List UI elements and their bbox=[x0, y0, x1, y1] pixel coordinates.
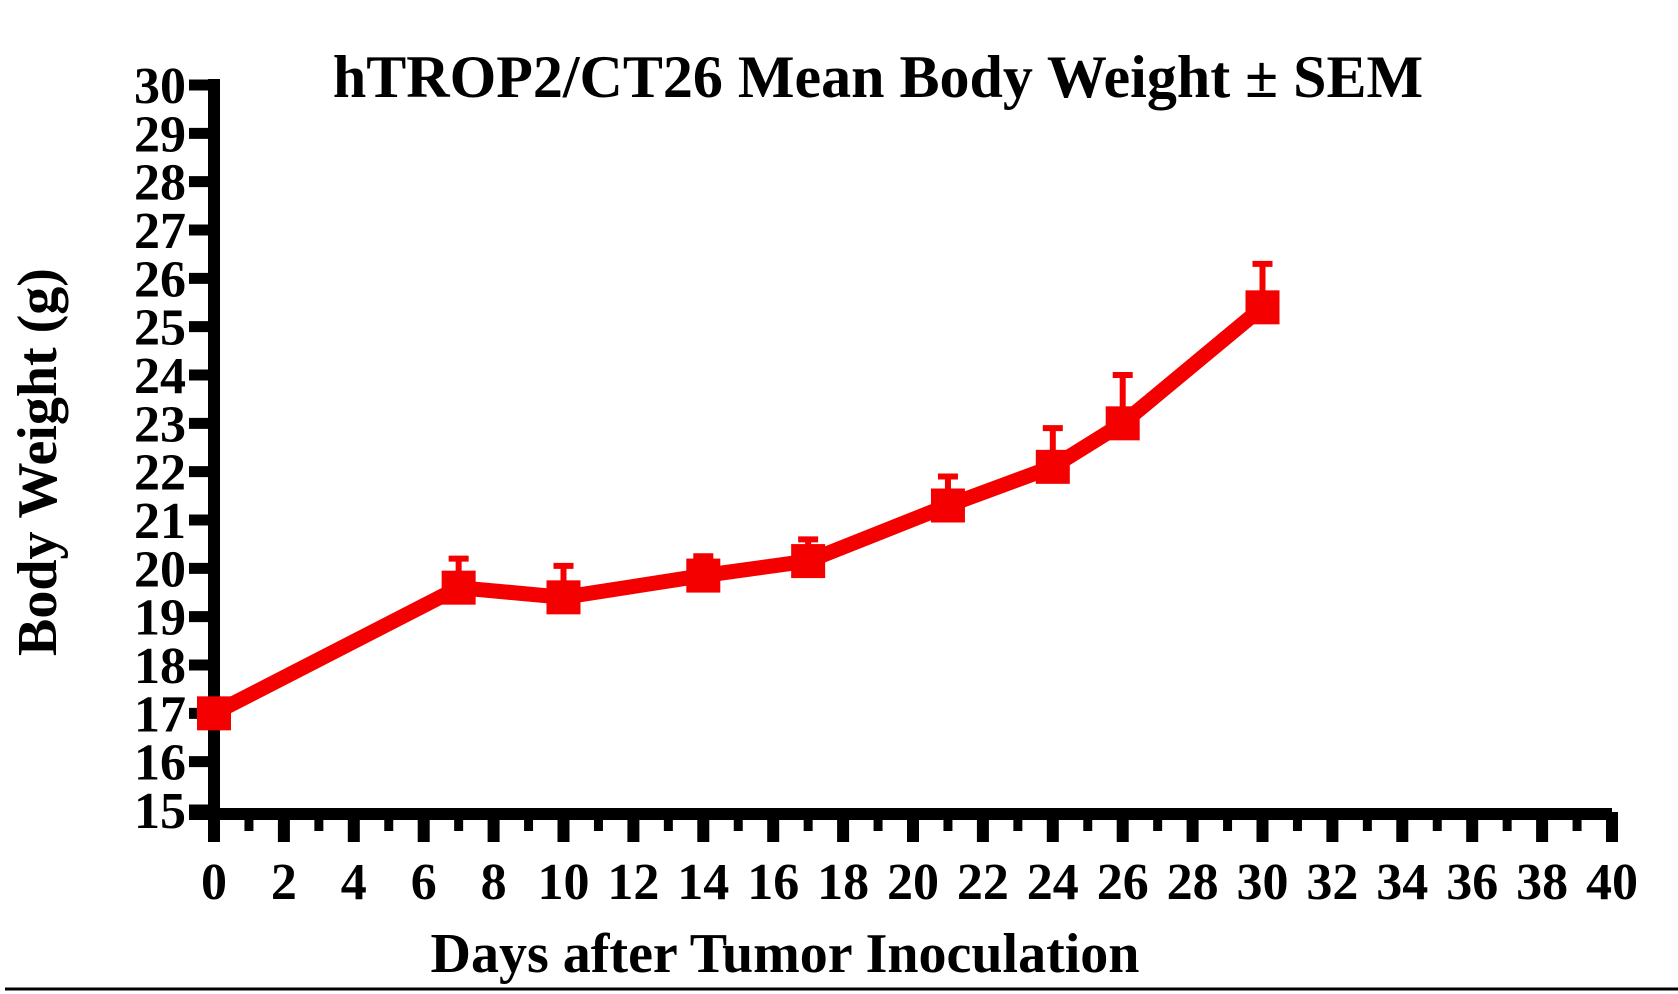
x-axis: 0 2 4 6 8 10 12 14 16 18 20 22 24 26 28 30 32 34 36 38 40 bbox=[189, 808, 1638, 911]
series-line bbox=[210, 301, 1268, 721]
data-point-marker bbox=[197, 696, 231, 731]
data-point-marker bbox=[1245, 290, 1280, 325]
x-tick-label: 12 bbox=[607, 854, 659, 911]
y-tick-label: 20 bbox=[134, 541, 186, 598]
y-tick-label: 19 bbox=[134, 590, 186, 647]
y-tick-label: 16 bbox=[134, 735, 186, 792]
y-tick-label: 21 bbox=[134, 493, 186, 550]
y-axis-label: Body Weight (g) bbox=[7, 268, 69, 656]
x-tick-label: 6 bbox=[411, 854, 437, 911]
x-tick-label: 20 bbox=[887, 854, 939, 911]
x-tick-label: 18 bbox=[817, 854, 869, 911]
x-tick-label: 22 bbox=[957, 854, 1009, 911]
data-point-marker bbox=[1105, 406, 1140, 441]
data-point-marker bbox=[1035, 449, 1070, 484]
x-tick-label: 38 bbox=[1516, 854, 1568, 911]
x-tick-label: 32 bbox=[1306, 854, 1358, 911]
x-tick-label: 40 bbox=[1586, 854, 1638, 911]
y-tick-label: 29 bbox=[134, 106, 186, 163]
data-point-marker bbox=[930, 488, 965, 523]
y-tick-label: 24 bbox=[134, 348, 186, 405]
x-tick-label: 30 bbox=[1237, 854, 1289, 911]
series-body-weight bbox=[197, 260, 1280, 731]
data-point-marker bbox=[791, 544, 826, 579]
x-tick-label: 16 bbox=[747, 854, 799, 911]
x-tick-label: 28 bbox=[1167, 854, 1219, 911]
x-tick-label: 34 bbox=[1376, 854, 1428, 911]
x-tick-label: 2 bbox=[271, 854, 297, 911]
data-point-marker bbox=[686, 558, 721, 593]
x-tick-label: 14 bbox=[677, 854, 729, 911]
x-axis-label: Days after Tumor Inoculation bbox=[431, 923, 1140, 985]
y-tick-label: 30 bbox=[134, 58, 186, 115]
y-tick-label: 23 bbox=[134, 396, 186, 453]
x-tick-label: 24 bbox=[1027, 854, 1079, 911]
x-tick-label: 4 bbox=[341, 854, 367, 911]
x-tick-label: 0 bbox=[201, 854, 227, 911]
y-tick-label: 27 bbox=[134, 203, 186, 260]
x-tick-label: 26 bbox=[1097, 854, 1149, 911]
x-tick-label: 10 bbox=[538, 854, 590, 911]
y-tick-label: 26 bbox=[134, 251, 186, 308]
chart-title: hTROP2/CT26 Mean Body Weight ± SEM bbox=[333, 44, 1423, 110]
y-tick-label: 17 bbox=[134, 686, 186, 743]
y-tick-label: 25 bbox=[134, 300, 186, 357]
y-tick-label: 18 bbox=[134, 638, 186, 695]
y-tick-label: 15 bbox=[134, 783, 186, 840]
x-tick-label: 8 bbox=[481, 854, 507, 911]
y-tick-label: 28 bbox=[134, 155, 186, 212]
data-point-marker bbox=[441, 570, 476, 605]
y-tick-label: 22 bbox=[134, 445, 186, 502]
data-point-marker bbox=[546, 580, 581, 615]
x-tick-label: 36 bbox=[1446, 854, 1498, 911]
